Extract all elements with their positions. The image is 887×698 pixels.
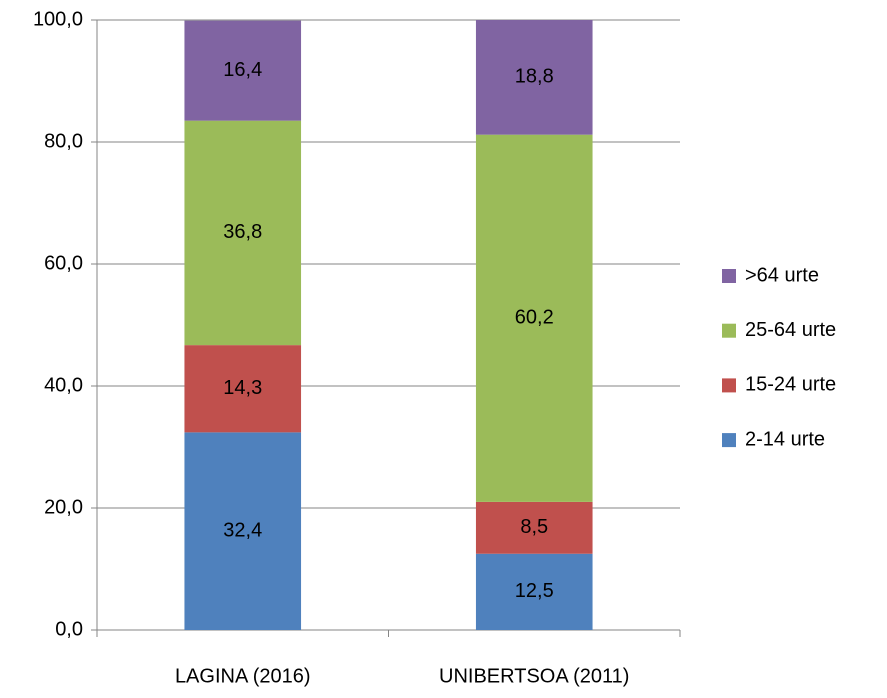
data-label: 14,3 xyxy=(223,377,262,399)
y-tick-label: 100,0 xyxy=(33,8,83,30)
legend-label: 2-14 urte xyxy=(745,428,825,450)
legend-label: 25-64 urte xyxy=(745,319,836,341)
legend-label: 15-24 urte xyxy=(745,374,836,396)
data-label: 36,8 xyxy=(223,221,262,243)
bar-segment xyxy=(475,501,593,554)
legend-swatch xyxy=(722,323,736,338)
bar-segment xyxy=(184,345,302,433)
x-tick-label: LAGINA (2016) xyxy=(175,665,311,687)
data-label: 8,5 xyxy=(520,516,548,538)
legend-swatch xyxy=(722,433,736,448)
data-label: 18,8 xyxy=(515,66,554,88)
x-tick-label: UNIBERTSOA (2011) xyxy=(439,665,629,687)
y-tick-label: 80,0 xyxy=(44,130,83,152)
data-label: 60,2 xyxy=(515,307,554,329)
bar-segment xyxy=(475,553,593,630)
bar-segment xyxy=(475,134,593,502)
y-tick-label: 0,0 xyxy=(55,618,83,640)
data-label: 12,5 xyxy=(515,580,554,602)
legend-label: >64 urte xyxy=(745,264,819,286)
bar-segment xyxy=(184,120,302,346)
bar-segment xyxy=(184,20,302,121)
legend-swatch xyxy=(722,269,736,283)
legend-swatch xyxy=(722,378,736,393)
y-tick-label: 60,0 xyxy=(44,252,83,274)
bar-segment xyxy=(184,432,302,630)
y-tick-label: 40,0 xyxy=(44,374,83,396)
data-label: 16,4 xyxy=(223,59,262,81)
bar-segment xyxy=(475,20,593,135)
y-tick-label: 20,0 xyxy=(44,496,83,518)
data-label: 32,4 xyxy=(223,519,262,541)
